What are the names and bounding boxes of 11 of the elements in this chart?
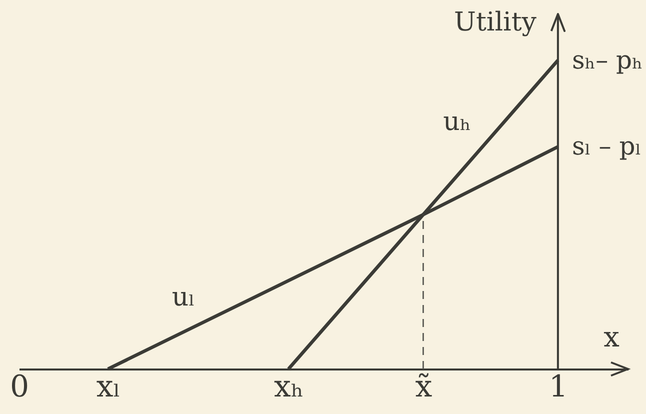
annotation: sₗ – pₗ (572, 132, 642, 161)
series-label: uₕ (443, 106, 472, 137)
annotation: sₕ– pₕ (572, 45, 643, 74)
x-tick-label: xₕ (274, 370, 304, 404)
series-label: uₗ (172, 282, 195, 313)
x-tick-label: x̃ (415, 370, 432, 404)
x-axis-title: x (604, 320, 620, 354)
y-axis-title: Utility (454, 8, 537, 38)
x-tick-label: 0 (10, 370, 30, 404)
x-tick-label: xₗ (96, 370, 121, 404)
x-tick-label: 1 (548, 370, 568, 404)
